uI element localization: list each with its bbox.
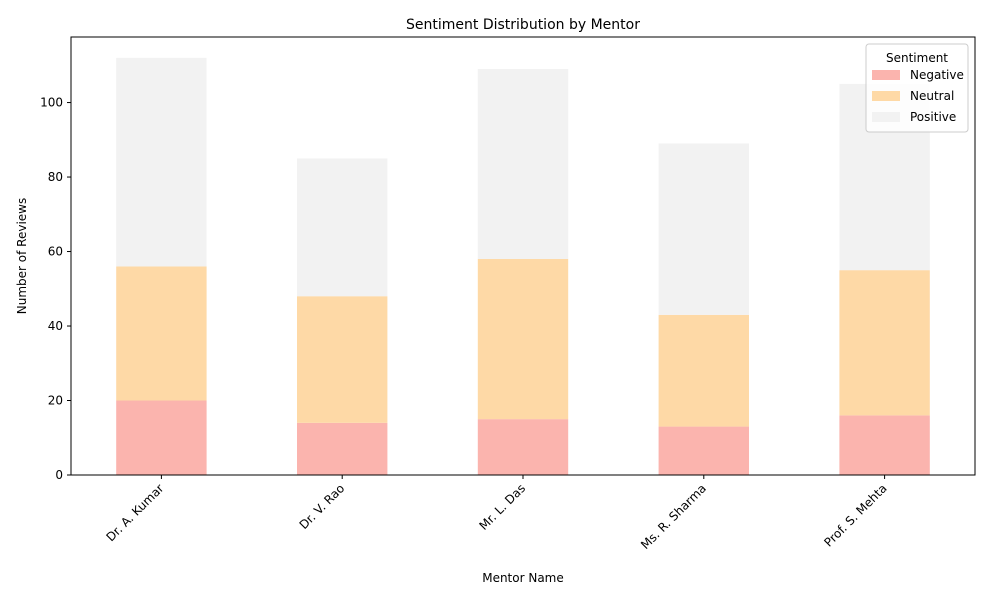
bar-positive-1 bbox=[297, 158, 388, 297]
legend-title: Sentiment bbox=[886, 51, 948, 65]
chart-title: Sentiment Distribution by Mentor bbox=[406, 17, 640, 33]
bar-negative-2 bbox=[477, 419, 569, 475]
legend-label-negative: Negative bbox=[910, 68, 964, 82]
x-axis: Dr. A. Kumar Dr. V. Rao Mr. L. Das Ms. R. S… bbox=[103, 475, 890, 552]
x-tick-label-0: Dr. A. Kumar bbox=[103, 481, 166, 544]
bar-positive-0 bbox=[116, 57, 207, 267]
legend-label-positive: Positive bbox=[910, 110, 956, 124]
bar-neutral-1 bbox=[297, 296, 388, 423]
x-tick-label-3: Ms. R. Sharma bbox=[638, 481, 709, 552]
legend-swatch-negative bbox=[872, 70, 900, 80]
bar-neutral-4 bbox=[839, 270, 930, 416]
bars-group bbox=[116, 57, 930, 475]
y-tick-label-5: 100 bbox=[40, 96, 63, 110]
y-tick-label-3: 60 bbox=[48, 245, 63, 259]
x-tick-label-1: Dr. V. Rao bbox=[297, 481, 348, 532]
bar-negative-0 bbox=[116, 400, 207, 475]
legend-label-neutral: Neutral bbox=[910, 89, 954, 103]
bar-negative-3 bbox=[658, 426, 749, 475]
legend-swatch-positive bbox=[872, 112, 900, 122]
bar-positive-3 bbox=[658, 143, 749, 315]
y-tick-label-1: 20 bbox=[48, 394, 63, 408]
y-axis-title: Number of Reviews bbox=[15, 198, 29, 314]
y-tick-label-0: 0 bbox=[55, 468, 63, 482]
x-tick-label-2: Mr. L. Das bbox=[477, 481, 529, 533]
bar-neutral-2 bbox=[477, 258, 569, 420]
legend: Sentiment Negative Neutral Positive bbox=[865, 43, 969, 133]
bar-neutral-0 bbox=[116, 266, 207, 401]
bar-negative-4 bbox=[839, 415, 930, 475]
y-tick-label-4: 80 bbox=[48, 170, 63, 184]
bar-positive-2 bbox=[477, 69, 569, 259]
plot-frame bbox=[70, 36, 976, 476]
x-axis-title: Mentor Name bbox=[482, 571, 564, 585]
y-tick-label-2: 40 bbox=[48, 319, 63, 333]
legend-box bbox=[865, 43, 969, 133]
y-axis: 0 20 40 60 80 100 bbox=[40, 96, 71, 482]
bar-negative-1 bbox=[297, 422, 388, 475]
x-tick-label-4: Prof. S. Mehta bbox=[821, 481, 889, 549]
bar-neutral-3 bbox=[658, 314, 749, 427]
legend-swatch-neutral bbox=[872, 91, 900, 101]
